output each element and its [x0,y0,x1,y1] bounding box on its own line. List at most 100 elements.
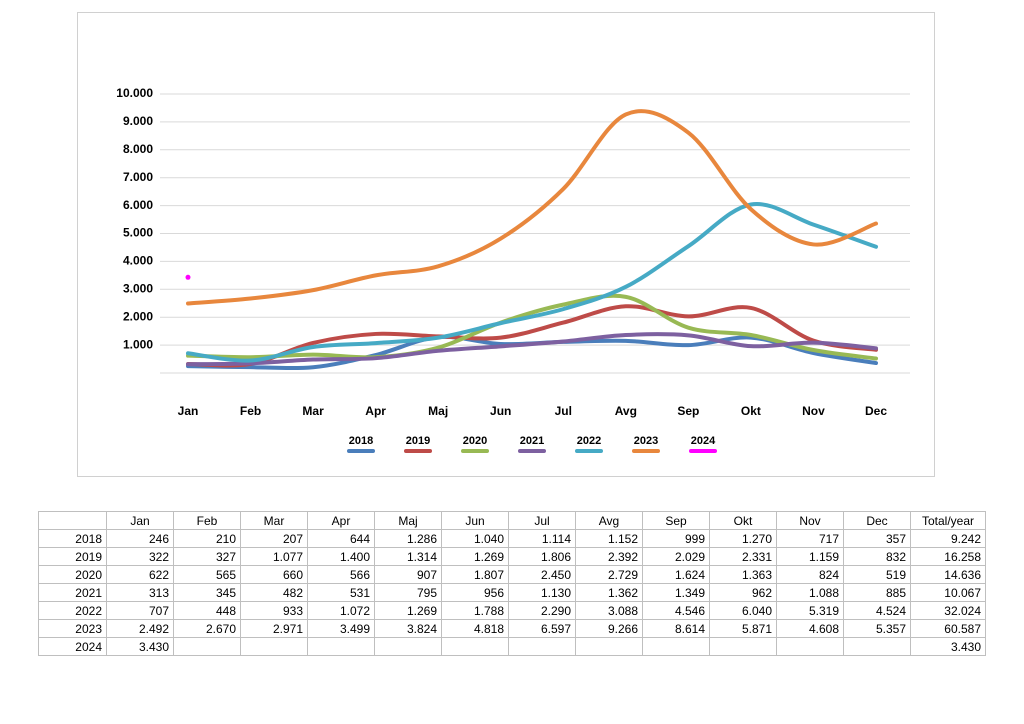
year-cell: 2022 [38,601,107,620]
value-cell: 832 [843,547,911,566]
x-tick-label: Maj [428,404,448,418]
value-cell: 448 [173,601,241,620]
x-tick-label: Jul [555,404,572,418]
value-cell: 9.266 [575,619,643,638]
legend-label: 2020 [463,435,487,447]
series-line [186,202,878,363]
table-row: 2024 3.430 3.430 [38,637,986,656]
value-cell: 322 [106,547,174,566]
value-cell [240,637,308,656]
x-tick-label: Jan [178,404,199,418]
header-cell: Feb [173,511,241,530]
series-line [186,293,878,361]
total-cell: 32.024 [910,601,986,620]
year-cell: 2023 [38,619,107,638]
x-tick-label: Feb [240,404,261,418]
y-tick-label: 9.000 [123,114,153,128]
series-line [186,304,878,368]
value-cell: 3.499 [307,619,375,638]
year-cell: 2021 [38,583,107,602]
x-tick-label: Avg [615,404,637,418]
value-cell: 2.392 [575,547,643,566]
value-cell: 622 [106,565,174,584]
value-cell: 956 [441,583,509,602]
table-row: 2023 2.492 2.670 2.971 3.499 3.824 4.818 6.597 9… [38,619,986,638]
value-cell [776,637,844,656]
value-cell: 1.363 [709,565,777,584]
value-cell: 907 [374,565,442,584]
series-line [186,332,878,367]
value-cell [843,637,911,656]
total-cell: 60.587 [910,619,986,638]
y-tick-label: 3.000 [123,281,153,295]
year-cell: 2018 [38,529,107,548]
value-cell: 6.040 [709,601,777,620]
x-tick-label: Mar [302,404,324,418]
value-cell: 1.807 [441,565,509,584]
value-cell: 1.624 [642,565,710,584]
value-cell: 707 [106,601,174,620]
value-cell: 345 [173,583,241,602]
value-cell: 1.269 [374,601,442,620]
legend-label: 2021 [520,435,544,447]
y-tick-label: 5.000 [123,226,153,240]
value-cell: 210 [173,529,241,548]
value-cell: 5.871 [709,619,777,638]
y-tick-label: 10.000 [116,86,153,100]
value-cell: 644 [307,529,375,548]
chart-frame [77,12,935,477]
x-tick-label: Jun [490,404,511,418]
x-tick-label: Okt [741,404,761,418]
year-cell: 2020 [38,565,107,584]
legend-label: 2018 [349,435,373,447]
corner-cell [38,511,107,530]
value-cell [575,637,643,656]
value-cell: 885 [843,583,911,602]
table-row: 2020 622 565 660 566 907 1.807 2.450 2.729 1.624 1… [38,565,986,584]
x-tick-label: Dec [865,404,887,418]
header-cell: Sep [642,511,710,530]
value-cell: 660 [240,565,308,584]
header-cell: Avg [575,511,643,530]
value-cell: 4.818 [441,619,509,638]
value-cell: 1.788 [441,601,509,620]
x-tick-label: Apr [365,404,386,418]
value-cell: 1.400 [307,547,375,566]
value-cell: 2.492 [106,619,174,638]
value-cell: 2.971 [240,619,308,638]
year-cell: 2024 [38,637,107,656]
total-cell: 3.430 [910,637,986,656]
value-cell: 5.357 [843,619,911,638]
value-cell [642,637,710,656]
header-cell: Jan [106,511,174,530]
value-cell [173,637,241,656]
y-tick-label: 4.000 [123,254,153,268]
value-cell: 1.114 [508,529,576,548]
year-cell: 2019 [38,547,107,566]
value-cell: 1.270 [709,529,777,548]
value-cell: 1.159 [776,547,844,566]
value-cell: 4.608 [776,619,844,638]
value-cell: 4.524 [843,601,911,620]
value-cell: 1.349 [642,583,710,602]
data-point [185,274,191,280]
y-tick-label: 8.000 [123,142,153,156]
value-cell: 795 [374,583,442,602]
legend-label: 2023 [634,435,658,447]
table-row: 2022 707 448 933 1.072 1.269 1.788 2.290 3.088 4.… [38,601,986,620]
value-cell: 1.040 [441,529,509,548]
value-cell: 565 [173,565,241,584]
value-cell: 1.152 [575,529,643,548]
total-cell: 10.067 [910,583,986,602]
value-cell: 2.729 [575,565,643,584]
value-cell: 2.450 [508,565,576,584]
value-cell [441,637,509,656]
series-line [186,109,878,306]
value-cell: 1.806 [508,547,576,566]
value-cell: 1.362 [575,583,643,602]
value-cell: 1.088 [776,583,844,602]
y-tick-label: 7.000 [123,170,153,184]
value-cell [709,637,777,656]
header-cell: Apr [307,511,375,530]
header-cell: Total/year [910,511,986,530]
